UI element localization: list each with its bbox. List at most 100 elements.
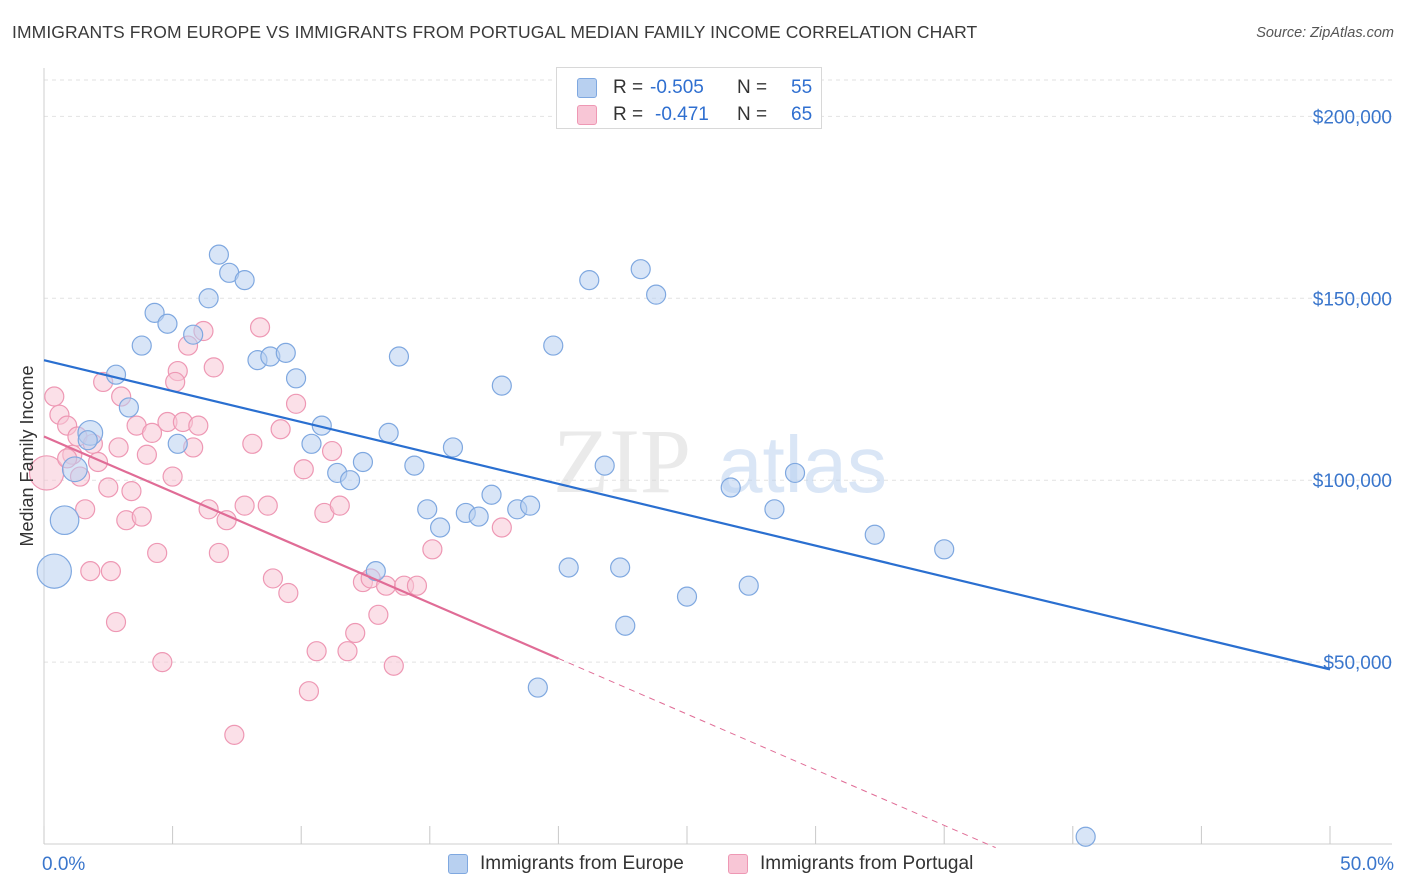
- portugal-point: [329, 495, 350, 516]
- y-tick-label: $100,000: [1313, 471, 1392, 492]
- portugal-point: [368, 604, 389, 625]
- portugal-point: [257, 495, 278, 516]
- portugal-point: [98, 477, 119, 498]
- europe-point: [527, 677, 548, 698]
- europe-point: [352, 451, 374, 473]
- europe-point: [429, 517, 451, 538]
- trend-layer: [43, 359, 1331, 849]
- portugal-point: [203, 357, 224, 378]
- legend-n-value: 55: [791, 77, 813, 98]
- legend-swatch-portugal: [577, 105, 597, 125]
- europe-trend-line: [43, 359, 1331, 671]
- europe-point: [481, 484, 502, 505]
- europe-point: [764, 499, 785, 520]
- portugal-point: [262, 568, 284, 589]
- legend-swatch-europe: [577, 78, 597, 98]
- europe-point: [468, 506, 489, 527]
- europe-point: [1075, 826, 1096, 847]
- watermark: ZIP atlas: [553, 410, 887, 512]
- portugal-point: [383, 655, 404, 676]
- x-tick-label-right: 50.0%: [1340, 854, 1394, 875]
- europe-point: [157, 313, 178, 334]
- portugal-point: [162, 466, 183, 487]
- portugal-point: [208, 542, 229, 564]
- europe-point: [198, 288, 219, 309]
- y-tick-label: $200,000: [1313, 107, 1392, 128]
- europe-point: [183, 324, 204, 345]
- legend-r-value: -0.505: [650, 77, 704, 98]
- europe-point: [144, 302, 165, 323]
- portugal-point: [80, 561, 101, 582]
- y-tick-label: $150,000: [1313, 289, 1392, 310]
- portugal-point: [422, 539, 443, 560]
- grid-layer: [44, 79, 1392, 663]
- europe-point: [339, 470, 361, 491]
- europe-point: [118, 397, 139, 418]
- watermark-atlas: atlas: [718, 420, 887, 509]
- europe-point: [442, 437, 464, 458]
- portugal-point: [345, 622, 366, 644]
- series-europe-points: [36, 244, 1096, 847]
- europe-point: [301, 433, 322, 454]
- series-legend-swatch-europe: [448, 854, 468, 874]
- series-legend-swatch-portugal: [728, 854, 748, 874]
- portugal-point: [121, 481, 142, 502]
- portugal-point: [105, 611, 127, 633]
- portugal-point: [136, 444, 157, 465]
- europe-point: [234, 269, 255, 291]
- europe-point: [543, 335, 564, 356]
- portugal-trend-extension: [558, 657, 996, 849]
- europe-point: [579, 269, 600, 291]
- portugal-point: [298, 681, 320, 702]
- portugal-point: [285, 393, 307, 414]
- portugal-point: [249, 317, 271, 338]
- portugal-point: [337, 641, 358, 662]
- x-tick-label-left: 0.0%: [42, 854, 85, 875]
- europe-point: [491, 375, 512, 396]
- europe-point: [275, 342, 296, 363]
- europe-point: [615, 615, 636, 636]
- europe-point: [646, 284, 667, 305]
- legend-r-label: R =: [613, 77, 644, 98]
- portugal-point: [293, 459, 314, 480]
- portugal-point: [321, 440, 343, 462]
- portugal-point: [242, 433, 263, 454]
- portugal-point: [270, 419, 291, 440]
- label-layer: $200,000 $150,000 $100,000 $50,000 0.0% 50.0%…: [17, 107, 1394, 875]
- europe-point: [285, 368, 307, 389]
- portugal-point: [108, 437, 129, 458]
- chart-title: IMMIGRANTS FROM EUROPE VS IMMIGRANTS FRO…: [12, 22, 978, 42]
- europe-point: [738, 575, 759, 596]
- watermark-zip: ZIP: [553, 410, 691, 512]
- europe-point: [630, 259, 651, 280]
- portugal-point: [44, 386, 65, 407]
- legend-r-label: R =: [613, 104, 644, 125]
- portugal-point: [406, 575, 428, 596]
- portugal-trend-line: [43, 435, 559, 660]
- legend-n-label: N =: [737, 104, 768, 125]
- europe-point: [676, 586, 698, 607]
- series-portugal-points: [28, 317, 512, 745]
- europe-point: [720, 477, 741, 498]
- legend-n-value: 65: [791, 104, 813, 125]
- europe-point: [131, 335, 152, 356]
- portugal-point: [278, 582, 299, 604]
- portugal-point: [165, 371, 186, 393]
- europe-point: [404, 455, 425, 476]
- correlation-legend: R = -0.505 N = 55 R = -0.471 N = 65: [556, 67, 822, 129]
- portugal-point: [188, 415, 209, 436]
- portugal-point: [306, 641, 327, 662]
- series-legend-label-portugal: Immigrants from Portugal: [760, 853, 974, 874]
- portugal-point: [224, 724, 245, 745]
- europe-point: [167, 433, 188, 454]
- legend-n-label: N =: [737, 77, 768, 98]
- y-axis-title: Median Family Income: [17, 365, 37, 546]
- portugal-point: [152, 651, 173, 673]
- europe-point: [610, 557, 631, 578]
- europe-point: [36, 553, 72, 589]
- portugal-point: [100, 561, 121, 582]
- portugal-point: [131, 506, 152, 527]
- europe-point: [784, 462, 806, 484]
- europe-point: [388, 346, 410, 367]
- europe-point: [61, 456, 88, 483]
